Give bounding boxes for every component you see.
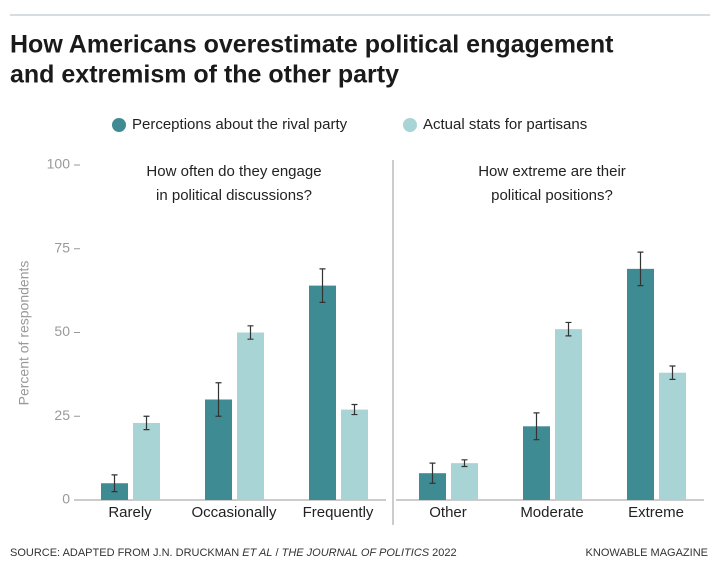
x-tick-label: Extreme xyxy=(628,504,684,521)
x-tick-label: Frequently xyxy=(303,504,374,521)
x-tick-label: Moderate xyxy=(520,504,583,521)
source-part: / xyxy=(272,547,281,559)
bar xyxy=(133,422,160,500)
bar xyxy=(627,268,654,500)
chart-title: How Americans overestimate political eng… xyxy=(10,31,614,59)
panel-title: How extreme are their xyxy=(478,163,626,180)
y-tick-label: 0 xyxy=(62,491,70,507)
bar xyxy=(237,332,264,500)
y-tick-label: 50 xyxy=(54,323,70,339)
error-bar xyxy=(143,415,150,431)
bar xyxy=(555,329,582,500)
panel-title: in political discussions? xyxy=(156,187,312,204)
error-bar xyxy=(533,412,540,441)
error-bar xyxy=(351,403,358,416)
error-bar xyxy=(669,365,676,380)
y-tick-label: 100 xyxy=(47,156,71,172)
source-part: SOURCE: ADAPTED FROM J.N. DRUCKMAN xyxy=(10,547,242,559)
legend-swatch xyxy=(112,118,126,132)
y-axis-label: Percent of respondents xyxy=(16,261,32,406)
panel-title: How often do they engage xyxy=(146,163,321,180)
error-bar xyxy=(565,321,572,337)
source-part: 2022 xyxy=(429,547,457,559)
y-tick-label: 75 xyxy=(54,239,70,255)
bar xyxy=(309,285,336,500)
bar xyxy=(659,372,686,500)
x-tick-label: Occasionally xyxy=(191,504,277,521)
x-tick-label: Other xyxy=(429,504,467,521)
legend-label: Perceptions about the rival party xyxy=(132,116,348,133)
bar xyxy=(451,463,478,500)
source-part: THE JOURNAL OF POLITICS xyxy=(282,547,430,559)
error-bar xyxy=(215,382,222,417)
error-bar xyxy=(111,474,118,493)
error-bar xyxy=(461,459,468,468)
legend-swatch xyxy=(403,118,417,132)
error-bar xyxy=(319,268,326,303)
x-tick-label: Rarely xyxy=(108,504,152,521)
source: SOURCE: ADAPTED FROM J.N. DRUCKMAN ET AL… xyxy=(10,547,457,559)
error-bar xyxy=(247,325,254,340)
bar xyxy=(341,409,368,500)
y-tick-label: 25 xyxy=(54,407,70,423)
chart-title: and extremism of the other party xyxy=(10,61,399,89)
error-bar xyxy=(637,251,644,287)
legend-label: Actual stats for partisans xyxy=(423,116,587,133)
error-bar xyxy=(429,462,436,484)
credit: KNOWABLE MAGAZINE xyxy=(586,547,708,559)
source-part: ET AL xyxy=(242,547,272,559)
panel-title: political positions? xyxy=(491,187,613,204)
